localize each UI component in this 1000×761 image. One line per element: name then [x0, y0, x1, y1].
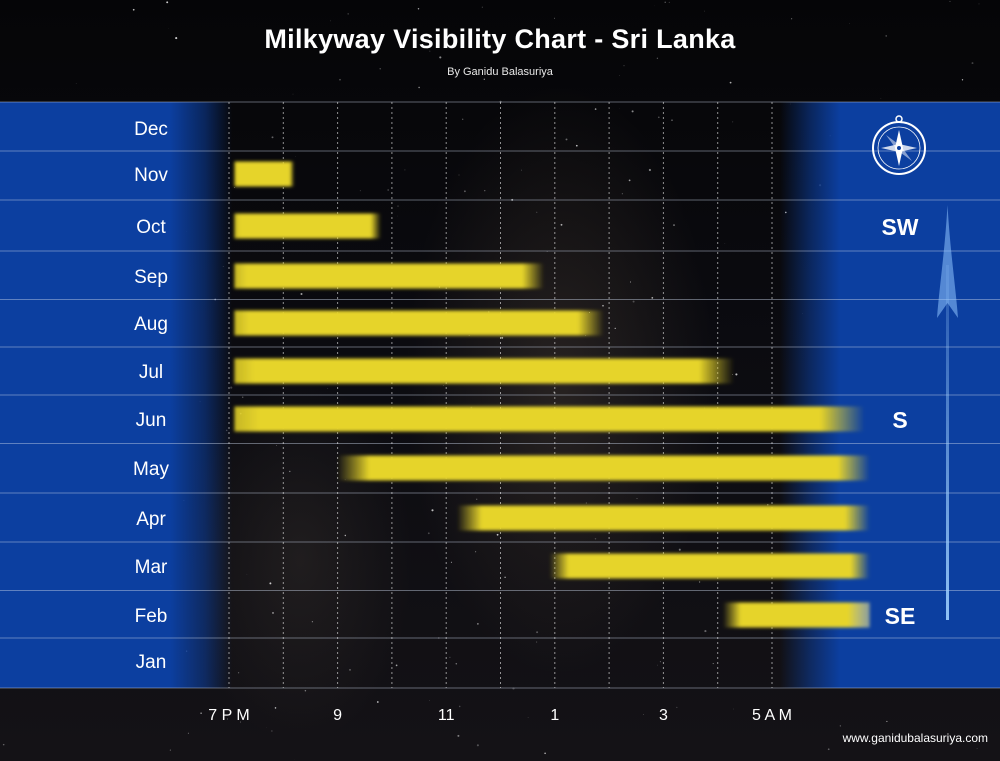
star — [75, 83, 77, 84]
star — [643, 714, 644, 715]
star — [949, 0, 951, 2]
month-label: Feb — [135, 606, 168, 627]
x-axis-tick-labels: 7 P M 9 11 1 3 5 A M — [208, 707, 792, 724]
star — [676, 706, 678, 708]
chart-subtitle: By Ganidu Balasuriya — [447, 66, 553, 78]
star — [839, 725, 841, 727]
x-tick-label: 5 A M — [752, 707, 792, 724]
star — [187, 732, 189, 734]
star — [429, 50, 431, 52]
compass-icon — [872, 115, 926, 175]
star — [429, 700, 430, 701]
star — [304, 689, 307, 692]
direction-labels: SW S SE — [881, 214, 918, 629]
visibility-bar-mar — [549, 553, 870, 579]
star — [330, 20, 331, 22]
star — [668, 1, 670, 3]
x-tick-label: 7 P M — [208, 707, 250, 724]
month-label: Dec — [134, 119, 168, 140]
star — [379, 68, 381, 70]
credit-url[interactable]: www.ganidubalasuriya.com — [842, 731, 988, 745]
star — [664, 1, 666, 3]
star — [278, 34, 281, 37]
star — [527, 717, 529, 718]
star — [347, 13, 349, 15]
star — [886, 720, 888, 722]
visibility-bar-jun — [234, 406, 865, 432]
star — [493, 39, 495, 41]
visibility-bar-aug — [234, 310, 604, 336]
star — [200, 712, 202, 714]
star — [729, 81, 732, 84]
visibility-bar-jul — [234, 358, 734, 384]
month-label: Oct — [136, 217, 166, 238]
month-label: May — [133, 459, 169, 480]
star — [175, 37, 178, 40]
star — [976, 748, 978, 750]
direction-label: SE — [885, 603, 916, 629]
chart-title: Milkyway Visibility Chart - Sri Lanka — [264, 24, 736, 54]
star — [656, 57, 659, 59]
chart-band — [0, 102, 1000, 688]
star — [512, 687, 515, 690]
star — [704, 10, 705, 12]
month-label: Jun — [136, 410, 167, 431]
x-tick-label: 1 — [550, 707, 559, 724]
month-label: Sep — [134, 267, 168, 288]
star — [240, 721, 241, 723]
star — [458, 705, 461, 708]
star — [880, 98, 882, 99]
direction-label: SW — [881, 214, 918, 240]
visibility-bar-feb — [723, 602, 870, 628]
direction-arrow-icon — [937, 205, 958, 620]
visibility-bar-sep — [234, 263, 544, 289]
star — [168, 28, 169, 29]
bar-series — [234, 161, 870, 628]
star — [961, 79, 964, 81]
direction-label: S — [892, 407, 907, 433]
star — [271, 730, 273, 732]
x-tick-label: 9 — [333, 707, 342, 724]
star — [457, 734, 460, 737]
star — [292, 93, 294, 95]
star — [418, 86, 420, 89]
month-label: Mar — [135, 557, 168, 578]
star — [339, 78, 341, 81]
visibility-bar-oct — [234, 213, 381, 239]
star — [226, 718, 228, 720]
star — [619, 75, 620, 76]
star — [971, 62, 974, 65]
month-label: Nov — [134, 165, 168, 186]
star — [166, 1, 169, 4]
star — [2, 743, 5, 746]
star — [481, 6, 483, 8]
star — [827, 748, 830, 751]
star — [790, 18, 793, 20]
star — [483, 78, 485, 80]
star — [132, 8, 135, 11]
star — [554, 17, 555, 19]
star — [169, 749, 171, 751]
month-label: Aug — [134, 314, 168, 335]
grid — [0, 101, 1000, 689]
star — [439, 56, 442, 59]
month-label: Jan — [136, 652, 167, 673]
month-labels: Dec Nov Oct Sep Aug Jul Jun May Apr Mar Feb Jan — [133, 119, 169, 673]
month-label: Jul — [139, 362, 163, 383]
x-tick-label: 3 — [659, 707, 668, 724]
visibility-bar-nov — [234, 161, 295, 187]
star — [885, 35, 887, 37]
star — [476, 744, 479, 747]
star — [417, 8, 420, 10]
star — [544, 752, 546, 755]
month-label: Apr — [136, 509, 166, 530]
star — [274, 707, 277, 709]
star — [376, 701, 379, 703]
star — [623, 65, 625, 67]
visibility-bar-may — [337, 455, 870, 481]
star — [978, 3, 980, 5]
x-tick-label: 11 — [438, 707, 455, 724]
visibility-bar-apr — [457, 505, 870, 531]
